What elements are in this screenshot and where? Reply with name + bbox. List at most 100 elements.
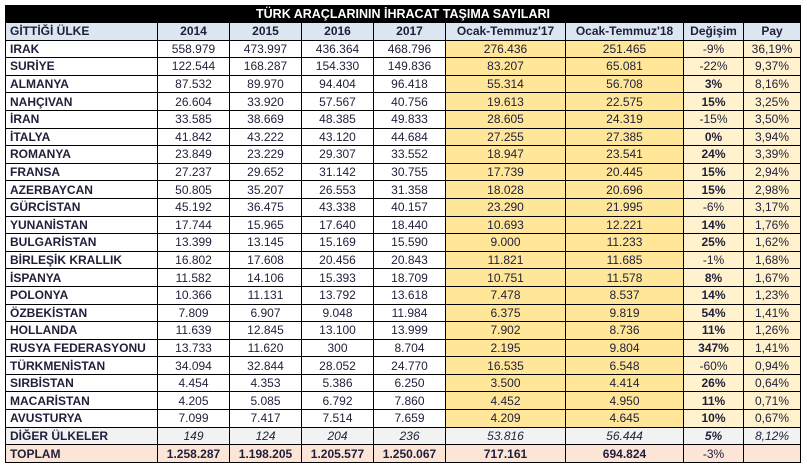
header-jan-jul-17: Ocak-Temmuz'17 <box>445 22 566 41</box>
cell-y2017: 13.999 <box>373 321 446 340</box>
cell-y2015: 473.997 <box>229 39 302 59</box>
cell-y2015: 17.608 <box>229 250 302 270</box>
table-row: AZERBAYCAN 50.805 35.207 26.553 31.358 18.028… <box>5 180 801 199</box>
cell-jan-jul-17: 18.028 <box>445 180 566 199</box>
cell-y2017: 96.418 <box>373 74 446 94</box>
cell-change: 3% <box>683 74 744 94</box>
table-row: YUNANİSTAN 17.744 15.965 17.640 18.440 10.693… <box>5 215 801 235</box>
cell-y2016: 13.100 <box>301 321 374 340</box>
cell-y2017: 33.552 <box>373 145 446 164</box>
cell-jan-jul-17: 717.161 <box>445 444 566 463</box>
table-row: TÜRKMENİSTAN 34.094 32.844 28.052 24.770 16.5… <box>5 356 801 375</box>
cell-y2015: 43.222 <box>229 127 302 147</box>
table-row: İTALYA 41.842 43.222 43.120 44.684 27.255 27.3… <box>5 127 801 147</box>
cell-share: 1,68% <box>743 250 801 270</box>
cell-country: İSPANYA <box>5 268 158 287</box>
table-row: GÜRCİSTAN 45.192 36.475 43.338 40.157 23.290 2… <box>5 197 801 217</box>
cell-y2014: 122.544 <box>157 57 230 76</box>
cell-jan-jul-17: 23.290 <box>445 197 566 217</box>
cell-change: 26% <box>683 373 744 393</box>
cell-y2015: 23.229 <box>229 145 302 164</box>
cell-share: 0,67% <box>743 409 801 428</box>
cell-jan-jul-17: 55.314 <box>445 74 566 94</box>
cell-share: 1,23% <box>743 285 801 305</box>
cell-jan-jul-17: 276.436 <box>445 39 566 59</box>
cell-change: 24% <box>683 145 744 164</box>
cell-y2015: 7.417 <box>229 409 302 428</box>
cell-y2014: 34.094 <box>157 356 230 375</box>
cell-jan-jul-18: 6.548 <box>565 356 684 375</box>
cell-y2014: 87.532 <box>157 74 230 94</box>
cell-change: 8% <box>683 268 744 287</box>
cell-y2017: 18.709 <box>373 268 446 287</box>
cell-y2015: 15.965 <box>229 215 302 235</box>
cell-share: 2,98% <box>743 180 801 199</box>
cell-jan-jul-18: 4.645 <box>565 409 684 428</box>
cell-y2014: 26.604 <box>157 92 230 111</box>
cell-y2014: 4.205 <box>157 391 230 411</box>
export-table-container: TÜRK ARAÇLARININ İHRACAT TAŞIMA SAYILARI… <box>5 5 801 463</box>
cell-y2017: 30.755 <box>373 162 446 182</box>
cell-country: MACARİSTAN <box>5 391 158 411</box>
cell-y2017: 49.833 <box>373 109 446 129</box>
cell-share: 0,94% <box>743 356 801 375</box>
cell-country: ALMANYA <box>5 74 158 94</box>
header-row: GİTTİĞİ ÜLKE 2014 2015 2016 2017 Ocak-Temmuz'… <box>5 22 801 41</box>
cell-share: 3,17% <box>743 197 801 217</box>
cell-jan-jul-18: 56.708 <box>565 74 684 94</box>
cell-y2015: 12.845 <box>229 321 302 340</box>
cell-share: 0,64% <box>743 373 801 393</box>
cell-jan-jul-17: 83.207 <box>445 57 566 76</box>
cell-y2015: 11.131 <box>229 285 302 305</box>
cell-y2014: 23.849 <box>157 145 230 164</box>
cell-y2017: 6.250 <box>373 373 446 393</box>
cell-change: -3% <box>683 444 744 463</box>
cell-y2016: 31.142 <box>301 162 374 182</box>
table-row: FRANSA 27.237 29.652 31.142 30.755 17.739 20.4… <box>5 162 801 182</box>
cell-country: İTALYA <box>5 127 158 147</box>
cell-share: 1,67% <box>743 268 801 287</box>
cell-y2016: 15.169 <box>301 233 374 252</box>
header-country: GİTTİĞİ ÜLKE <box>5 22 158 41</box>
total-row: TOPLAM 1.258.287 1.198.205 1.205.577 1.250.0… <box>5 444 801 463</box>
cell-y2015: 89.970 <box>229 74 302 94</box>
cell-y2016: 9.048 <box>301 303 374 323</box>
cell-country: FRANSA <box>5 162 158 182</box>
cell-y2015: 29.652 <box>229 162 302 182</box>
cell-jan-jul-17: 19.613 <box>445 92 566 111</box>
cell-y2014: 13.733 <box>157 338 230 358</box>
cell-jan-jul-17: 3.500 <box>445 373 566 393</box>
cell-jan-jul-17: 11.821 <box>445 250 566 270</box>
table-row: AVUSTURYA 7.099 7.417 7.514 7.659 4.209 4.645 1… <box>5 409 801 428</box>
cell-y2016: 48.385 <box>301 109 374 129</box>
cell-change: 11% <box>683 391 744 411</box>
cell-y2015: 168.287 <box>229 57 302 76</box>
cell-y2017: 15.590 <box>373 233 446 252</box>
cell-jan-jul-17: 53.816 <box>445 426 566 446</box>
cell-change: -60% <box>683 356 744 375</box>
cell-country: ROMANYA <box>5 145 158 164</box>
table-row: NAHÇIVAN 26.604 33.920 57.567 40.756 19.613 22… <box>5 92 801 111</box>
cell-share: 8,16% <box>743 74 801 94</box>
table-row: ALMANYA 87.532 89.970 94.404 96.418 55.314 56.… <box>5 74 801 94</box>
cell-jan-jul-17: 4.452 <box>445 391 566 411</box>
cell-jan-jul-18: 24.319 <box>565 109 684 129</box>
cell-y2014: 11.639 <box>157 321 230 340</box>
table-row: POLONYA 10.366 11.131 13.792 13.618 7.478 8.53… <box>5 285 801 305</box>
cell-change: 14% <box>683 285 744 305</box>
cell-share: 3,25% <box>743 92 801 111</box>
cell-country: NAHÇIVAN <box>5 92 158 111</box>
cell-y2014: 33.585 <box>157 109 230 129</box>
cell-change: 25% <box>683 233 744 252</box>
cell-y2015: 124 <box>229 426 302 446</box>
cell-change: 15% <box>683 92 744 111</box>
header-y2015: 2015 <box>229 22 302 41</box>
cell-y2017: 13.618 <box>373 285 446 305</box>
cell-y2017: 468.796 <box>373 39 446 59</box>
cell-y2014: 1.258.287 <box>157 444 230 463</box>
cell-y2016: 57.567 <box>301 92 374 111</box>
cell-jan-jul-18: 65.081 <box>565 57 684 76</box>
cell-y2017: 40.157 <box>373 197 446 217</box>
table-row: SURİYE 122.544 168.287 154.330 149.836 83.207… <box>5 57 801 76</box>
cell-jan-jul-17: 10.751 <box>445 268 566 287</box>
